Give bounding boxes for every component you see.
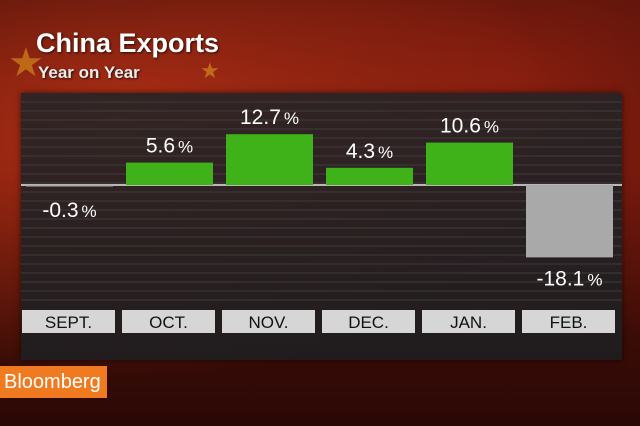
- value-labels: -0.3 % 5.6 % 12.7 % 4.3 % 10.6 % -18.1%: [42, 106, 602, 290]
- bar-feb: [526, 185, 613, 258]
- flag-star-icon: ★: [200, 58, 220, 83]
- value-label: 4.3%: [346, 140, 393, 163]
- category-label: OCT.: [149, 313, 188, 332]
- category-label-box: [122, 310, 215, 333]
- category-label-box: [422, 310, 515, 333]
- grid-lines: [21, 101, 622, 301]
- value-label: 10.6%: [440, 115, 499, 138]
- value-label: 5.6%: [146, 135, 193, 158]
- bar-sept: [26, 185, 113, 187]
- category-labels: SEPT. OCT. NOV. DEC. JAN. FEB.: [22, 310, 615, 333]
- bar-dec: [326, 167, 413, 185]
- bars: [26, 134, 613, 258]
- bloomberg-logo: Bloomberg: [0, 366, 107, 398]
- chart-subtitle: Year on Year: [38, 63, 140, 82]
- category-label-box: [322, 310, 415, 333]
- category-label: NOV.: [248, 313, 288, 332]
- value-label: -18.1%: [537, 267, 603, 290]
- category-label: FEB.: [550, 313, 588, 332]
- bar-nov: [226, 134, 313, 185]
- flag-star-icon: ★: [8, 41, 44, 85]
- category-label-box: [22, 310, 115, 333]
- value-label: -0.3%: [42, 199, 96, 222]
- category-label: SEPT.: [45, 313, 92, 332]
- category-label: DEC.: [348, 313, 389, 332]
- chart-title: China Exports: [36, 28, 220, 58]
- bar-jan: [426, 142, 513, 185]
- bar-oct: [126, 162, 213, 185]
- value-label: 12.7%: [240, 106, 299, 129]
- category-label: JAN.: [450, 313, 487, 332]
- category-label-box: [222, 310, 315, 333]
- category-label-box: [522, 310, 615, 333]
